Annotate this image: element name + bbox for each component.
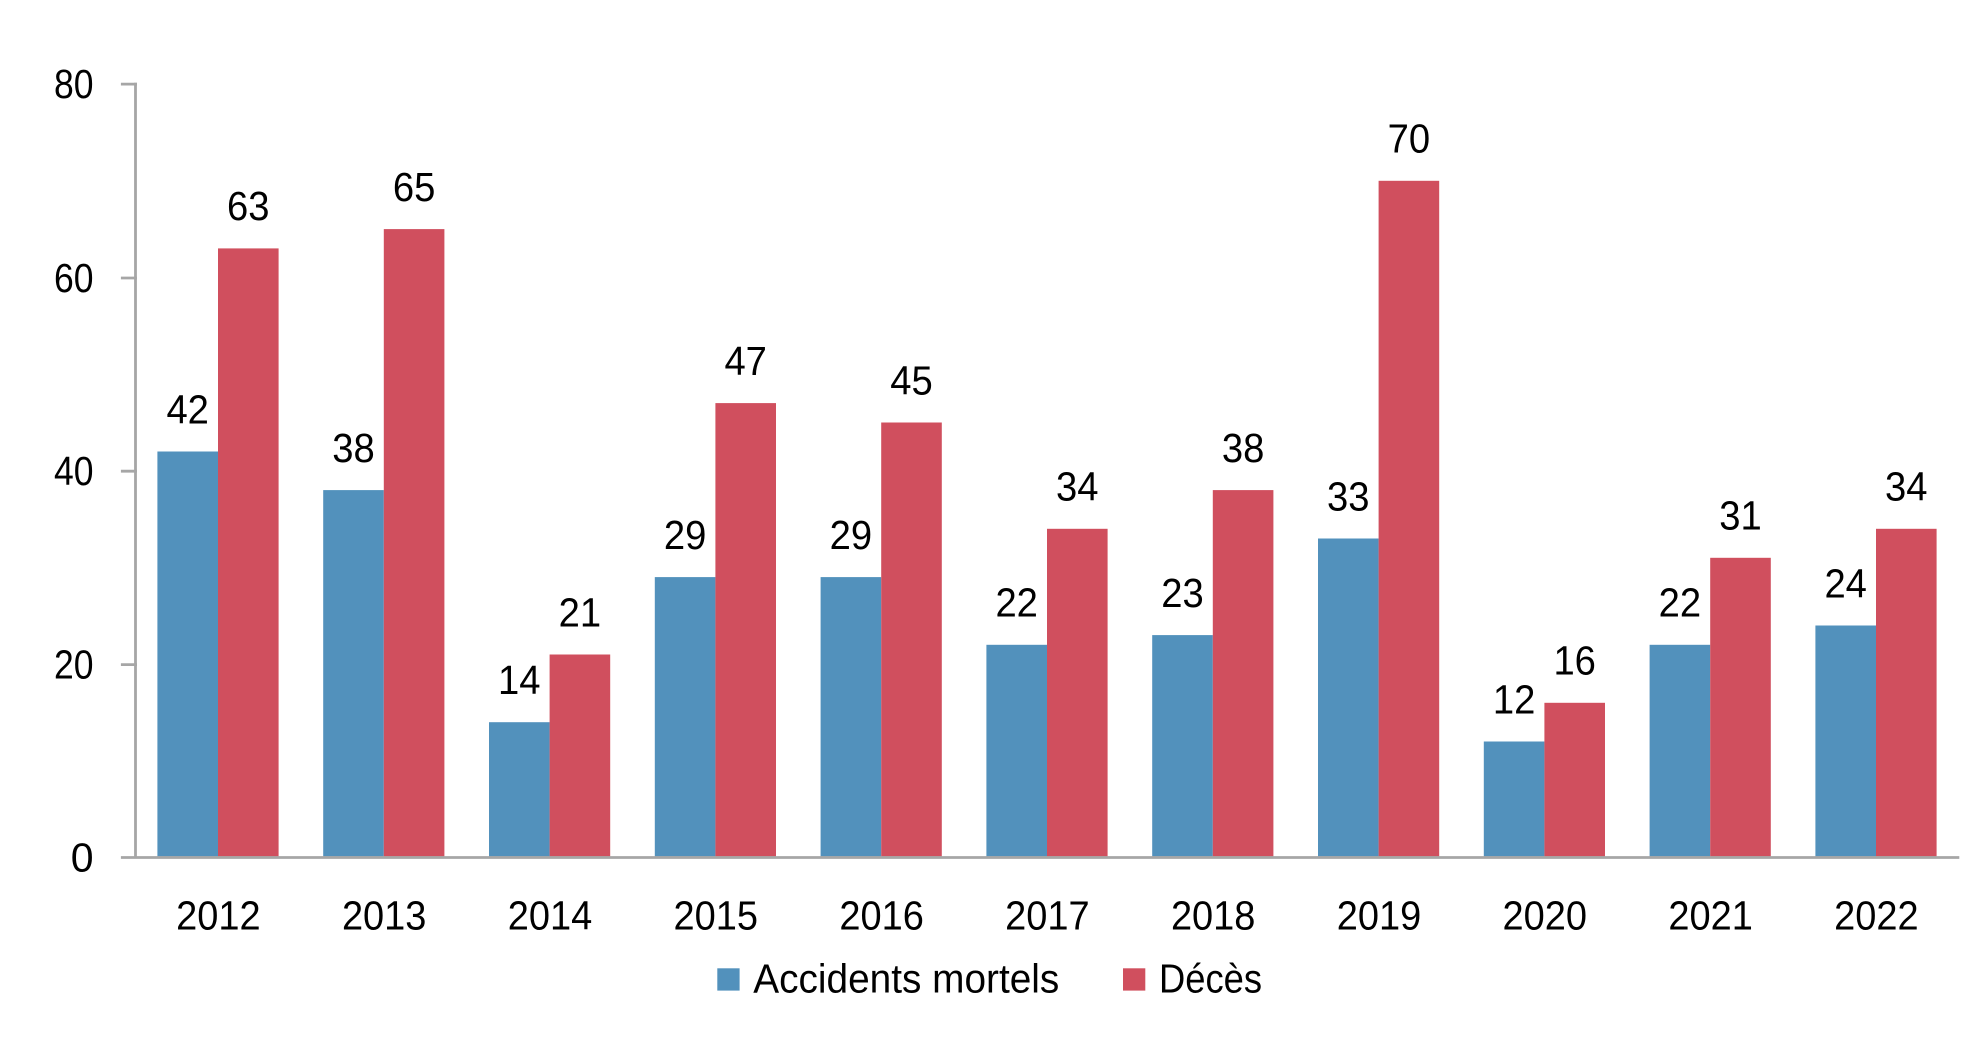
svg-text:23: 23 xyxy=(1161,570,1204,616)
svg-text:29: 29 xyxy=(664,512,707,558)
svg-text:2018: 2018 xyxy=(1171,893,1256,939)
svg-text:Décès: Décès xyxy=(1159,956,1262,1002)
svg-text:38: 38 xyxy=(332,425,375,471)
svg-text:34: 34 xyxy=(1885,464,1928,510)
svg-text:38: 38 xyxy=(1222,425,1265,471)
svg-text:60: 60 xyxy=(54,255,94,301)
svg-text:2012: 2012 xyxy=(176,893,261,939)
svg-text:21: 21 xyxy=(559,589,602,635)
svg-text:29: 29 xyxy=(830,512,873,558)
svg-text:34: 34 xyxy=(1056,464,1099,510)
svg-text:40: 40 xyxy=(54,448,94,494)
svg-text:14: 14 xyxy=(498,657,541,703)
svg-text:2014: 2014 xyxy=(508,893,593,939)
svg-text:2022: 2022 xyxy=(1834,893,1919,939)
svg-text:47: 47 xyxy=(724,338,767,384)
svg-text:2021: 2021 xyxy=(1668,893,1753,939)
svg-text:20: 20 xyxy=(54,642,94,688)
svg-text:65: 65 xyxy=(393,164,436,210)
svg-text:2015: 2015 xyxy=(674,893,759,939)
svg-text:33: 33 xyxy=(1327,473,1370,519)
svg-text:2020: 2020 xyxy=(1503,893,1588,939)
svg-text:12: 12 xyxy=(1493,676,1536,722)
svg-text:31: 31 xyxy=(1719,493,1762,539)
svg-text:22: 22 xyxy=(995,580,1038,626)
svg-text:24: 24 xyxy=(1824,560,1867,606)
svg-text:2016: 2016 xyxy=(839,893,924,939)
svg-text:0: 0 xyxy=(71,835,94,881)
svg-text:63: 63 xyxy=(227,183,270,229)
svg-text:2017: 2017 xyxy=(1005,893,1090,939)
svg-text:45: 45 xyxy=(890,357,933,403)
svg-text:42: 42 xyxy=(166,386,209,432)
svg-text:80: 80 xyxy=(54,61,94,107)
svg-text:16: 16 xyxy=(1553,638,1596,684)
svg-text:2013: 2013 xyxy=(342,893,427,939)
svg-text:Accidents mortels: Accidents mortels xyxy=(753,956,1059,1002)
svg-text:2019: 2019 xyxy=(1337,893,1422,939)
svg-text:70: 70 xyxy=(1388,116,1431,162)
svg-text:22: 22 xyxy=(1659,580,1702,626)
